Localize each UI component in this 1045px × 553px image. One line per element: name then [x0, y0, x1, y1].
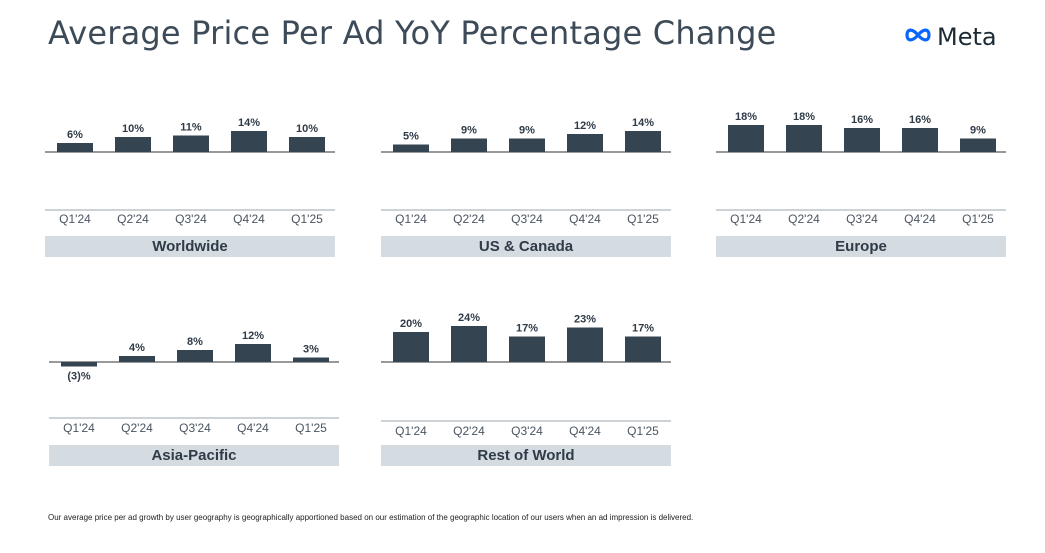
bar: [451, 138, 487, 152]
bar: [115, 137, 151, 152]
tick-label: Q3'24: [511, 424, 543, 438]
data-label: 6%: [67, 129, 83, 141]
data-label: 18%: [735, 111, 757, 123]
data-label: 9%: [461, 125, 477, 137]
data-label: 17%: [632, 323, 654, 335]
region-label-europe: Europe: [716, 236, 1006, 257]
data-label: 14%: [632, 117, 654, 129]
tick-label: Q1'25: [295, 421, 327, 435]
chart-us-canada: 5% Q1'24 9% Q2'24 9% Q3'24 12% Q4'24 14% Q1'25 US…: [381, 100, 673, 270]
chart-worldwide: 6% Q1'24 10% Q2'24 11% Q3'24 14% Q4'24 10% Q1'25 …: [45, 100, 337, 270]
bar: [728, 125, 764, 152]
tick-label: Q4'24: [237, 421, 269, 435]
bar: [902, 128, 938, 152]
tick-label: Q1'24: [63, 421, 95, 435]
chart-asia-pacific: (3)% Q1'24 4% Q2'24 8% Q3'24 12% Q4'24 3% Q1'25 A…: [49, 310, 341, 480]
tick-label: Q2'24: [453, 424, 485, 438]
tick-label: Q1'24: [730, 212, 762, 226]
bar: [177, 350, 213, 362]
bar: [235, 344, 271, 362]
chart-asia-pacific-svg: (3)% Q1'24 4% Q2'24 8% Q3'24 12% Q4'24 3% Q1'25: [49, 330, 339, 435]
tick-label: Q2'24: [453, 212, 485, 226]
bar: [293, 357, 329, 362]
data-label: 16%: [909, 114, 931, 126]
data-label: 14%: [238, 117, 260, 129]
tick-label: Q4'24: [569, 212, 601, 226]
bar: [61, 362, 97, 367]
tick-label: Q1'24: [59, 212, 91, 226]
data-label: 10%: [122, 123, 144, 135]
data-label: 12%: [242, 330, 264, 342]
bar: [451, 326, 487, 362]
tick-label: Q3'24: [846, 212, 878, 226]
tick-label: Q1'24: [395, 424, 427, 438]
tick-label: Q4'24: [233, 212, 265, 226]
bar: [567, 134, 603, 152]
data-label: 5%: [403, 131, 419, 143]
region-label-asia-pacific: Asia-Pacific: [49, 445, 339, 466]
region-label-us-canada: US & Canada: [381, 236, 671, 257]
tick-label: Q3'24: [511, 212, 543, 226]
tick-label: Q1'25: [627, 212, 659, 226]
tick-label: Q1'25: [627, 424, 659, 438]
chart-us-canada-svg: 5% Q1'24 9% Q2'24 9% Q3'24 12% Q4'24 14% Q1'25: [381, 117, 671, 226]
tick-label: Q3'24: [175, 212, 207, 226]
chart-europe-svg: 18% Q1'24 18% Q2'24 16% Q3'24 16% Q4'24 9% Q1'25: [716, 111, 1006, 226]
bar: [393, 332, 429, 362]
meta-logo-text: Meta: [937, 23, 997, 51]
bar: [393, 144, 429, 152]
chart-rest-of-world-svg: 20% Q1'24 24% Q2'24 17% Q3'24 23% Q4'24 17% Q1'25: [381, 312, 671, 438]
data-label: 12%: [574, 120, 596, 132]
chart-rest-of-world: 20% Q1'24 24% Q2'24 17% Q3'24 23% Q4'24 17% Q1'25…: [381, 310, 673, 480]
tick-label: Q1'25: [962, 212, 994, 226]
chart-europe: 18% Q1'24 18% Q2'24 16% Q3'24 16% Q4'24 9% Q1'25 …: [716, 100, 1008, 270]
bar: [960, 138, 996, 152]
data-label: 8%: [187, 336, 203, 348]
data-label: (3)%: [67, 371, 90, 383]
tick-label: Q1'25: [291, 212, 323, 226]
data-label: 10%: [296, 123, 318, 135]
data-label: 16%: [851, 114, 873, 126]
bar: [567, 327, 603, 362]
bar: [173, 135, 209, 152]
tick-label: Q4'24: [904, 212, 936, 226]
bar: [625, 131, 661, 152]
tick-label: Q2'24: [788, 212, 820, 226]
bar: [231, 131, 267, 152]
tick-label: Q2'24: [117, 212, 149, 226]
tick-label: Q2'24: [121, 421, 153, 435]
bar: [786, 125, 822, 152]
tick-label: Q3'24: [179, 421, 211, 435]
meta-infinity-icon: [903, 26, 933, 49]
data-label: 17%: [516, 323, 538, 335]
data-label: 9%: [519, 125, 535, 137]
tick-label: Q4'24: [569, 424, 601, 438]
footnote: Our average price per ad growth by user …: [48, 513, 694, 522]
data-label: 24%: [458, 312, 480, 324]
bar: [57, 143, 93, 152]
bar: [119, 356, 155, 362]
data-label: 20%: [400, 318, 422, 330]
bar: [509, 138, 545, 152]
data-label: 11%: [180, 122, 202, 134]
bar: [509, 336, 545, 362]
bar: [289, 137, 325, 152]
bar: [625, 336, 661, 362]
data-label: 23%: [574, 314, 596, 326]
data-label: 9%: [970, 125, 986, 137]
bar: [844, 128, 880, 152]
meta-logo: Meta: [903, 22, 997, 52]
data-label: 3%: [303, 344, 319, 356]
region-label-rest-of-world: Rest of World: [381, 445, 671, 466]
tick-label: Q1'24: [395, 212, 427, 226]
region-label-worldwide: Worldwide: [45, 236, 335, 257]
data-label: 18%: [793, 111, 815, 123]
page-title: Average Price Per Ad YoY Percentage Chan…: [48, 14, 777, 52]
chart-worldwide-svg: 6% Q1'24 10% Q2'24 11% Q3'24 14% Q4'24 10% Q1'25: [45, 117, 335, 226]
data-label: 4%: [129, 342, 145, 354]
